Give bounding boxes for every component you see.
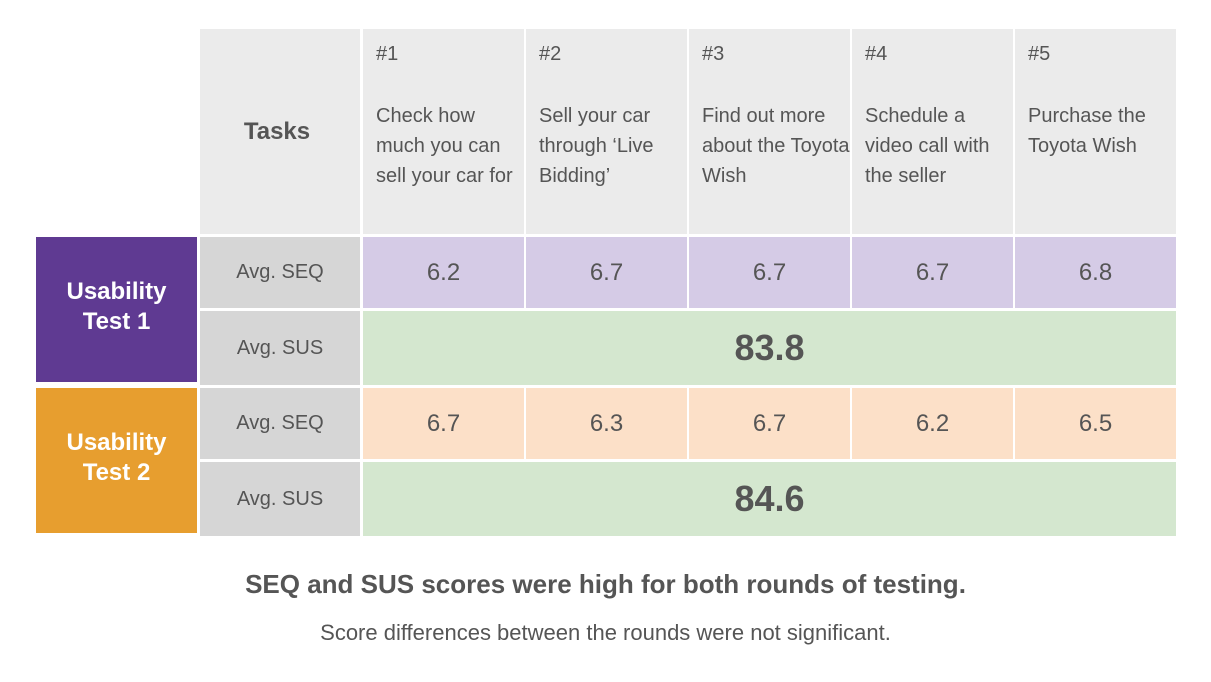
- seq-value: 6.7: [526, 237, 687, 308]
- task-description: Purchase the Toyota Wish: [1028, 105, 1146, 157]
- tasks-header: Tasks: [200, 29, 360, 234]
- sus-value: 84.6: [363, 462, 1176, 536]
- seq-row-label: Avg. SEQ: [200, 237, 360, 308]
- task-number: #1: [376, 43, 399, 65]
- task-number: #4: [865, 43, 888, 65]
- task-description: Sell your car through ‘Live Bidding’: [539, 105, 654, 187]
- seq-value: 6.2: [363, 237, 524, 308]
- seq-value: 6.7: [689, 388, 850, 459]
- task-header-4: #4 Schedule a video call with the seller: [852, 29, 1013, 234]
- task-header-1: #1 Check how much you can sell your car f…: [363, 29, 524, 234]
- seq-value: 6.2: [852, 388, 1013, 459]
- caption-subtitle: Score differences between the rounds wer…: [320, 620, 891, 645]
- test-2-label: Usability Test 2: [36, 388, 197, 533]
- seq-value: 6.7: [852, 237, 1013, 308]
- sus-row-label: Avg. SUS: [200, 462, 360, 536]
- task-header-5: #5 Purchase the Toyota Wish: [1015, 29, 1176, 234]
- seq-value: 6.7: [363, 388, 524, 459]
- caption-title: SEQ and SUS scores were high for both ro…: [245, 569, 966, 599]
- seq-row-label: Avg. SEQ: [200, 388, 360, 459]
- sus-value: 83.8: [363, 311, 1176, 385]
- task-description: Schedule a video call with the seller: [865, 105, 990, 187]
- task-description: Check how much you can sell your car for: [376, 105, 513, 187]
- test-1-label: Usability Test 1: [36, 237, 197, 382]
- task-number: #3: [702, 43, 725, 65]
- task-number: #2: [539, 43, 562, 65]
- seq-value: 6.7: [689, 237, 850, 308]
- sus-row-label: Avg. SUS: [200, 311, 360, 385]
- seq-value: 6.8: [1015, 237, 1176, 308]
- seq-value: 6.5: [1015, 388, 1176, 459]
- task-number: #5: [1028, 43, 1051, 65]
- seq-value: 6.3: [526, 388, 687, 459]
- task-description: Find out more about the Toyota Wish: [702, 105, 850, 187]
- task-header-3: #3 Find out more about the Toyota Wish: [689, 29, 850, 234]
- task-header-2: #2 Sell your car through ‘Live Bidding’: [526, 29, 687, 234]
